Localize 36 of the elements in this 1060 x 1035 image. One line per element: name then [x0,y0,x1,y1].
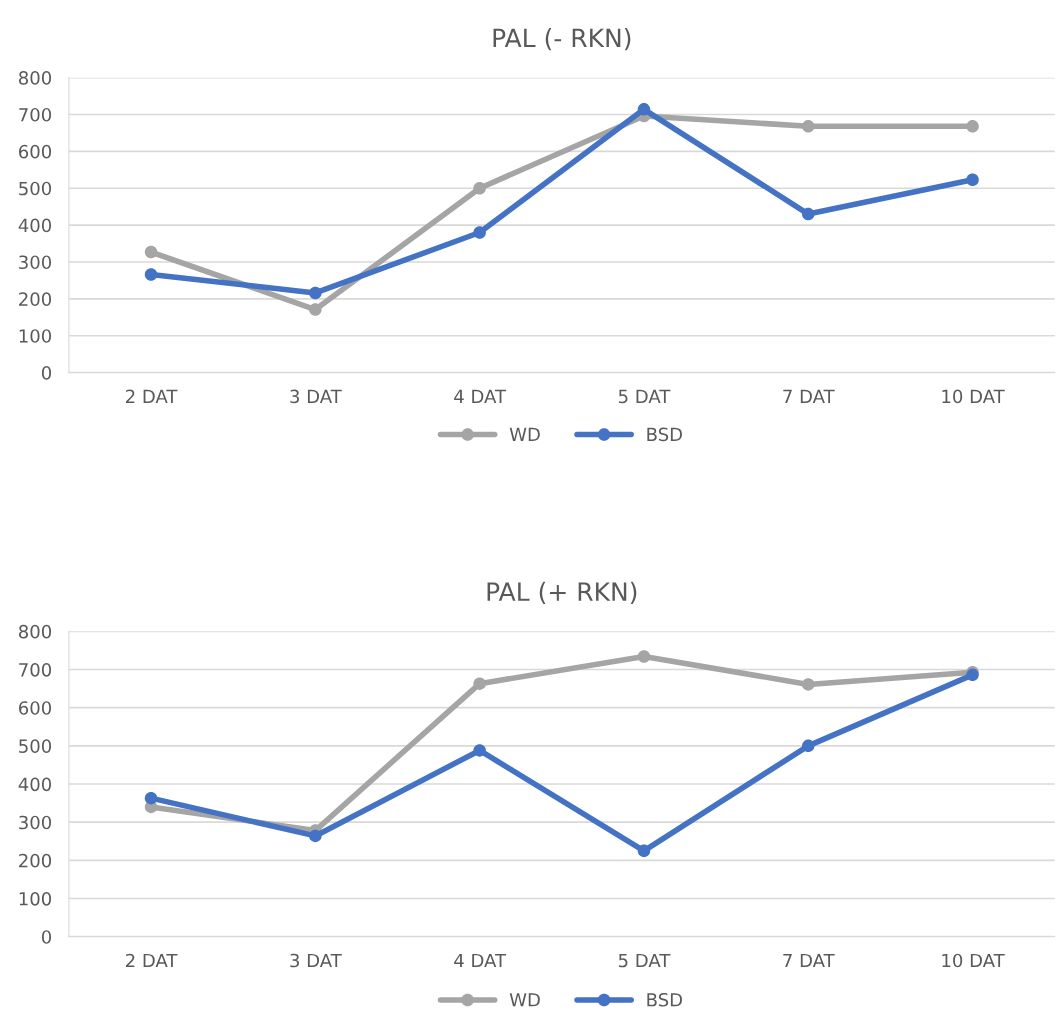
y-tick-label: 400 [18,218,52,233]
y-tick-label: 300 [19,815,52,830]
chart-title: PAL (+ RKN) [487,581,637,605]
x-tick-label: 3 DAT [290,389,342,404]
y-tick-label: 700 [19,107,52,122]
legend-label: WD [509,427,540,441]
x-tick-label: 7 DAT [783,389,835,403]
x-tick-label: 3 DAT [290,953,342,968]
y-tick-label: 500 [19,739,52,753]
y-tick-label: 300 [19,255,52,270]
y-tick-label: 100 [19,329,52,343]
y-tick-label: 200 [19,853,52,868]
legend-label: BSD [647,427,682,442]
legend-label: BSD [647,992,682,1007]
y-tick-label: 800 [18,71,52,85]
chart-title: PAL (- RKN) [493,28,631,51]
y-tick-label: 200 [19,292,52,306]
y-tick-label: 700 [19,662,52,677]
y-tick-label: 100 [19,891,52,906]
x-tick-label: 4 DAT [454,389,507,403]
x-tick-label: 5 DAT [618,953,671,968]
y-tick-label: 600 [19,144,52,159]
x-tick-label: 10 DAT [942,953,1005,968]
x-tick-label: 2 DAT [125,953,178,968]
x-tick-label: 7 DAT [783,953,835,968]
x-tick-label: 2 DAT [125,389,178,403]
y-tick-label: 0 [41,366,52,380]
y-tick-label: 0 [41,930,52,944]
x-tick-label: 4 DAT [454,953,507,968]
x-tick-label: 5 DAT [618,389,671,404]
y-tick-label: 800 [18,624,52,639]
legend-label: WD [509,993,540,1007]
y-tick-label: 500 [19,181,52,196]
x-tick-label: 10 DAT [942,389,1005,404]
y-tick-label: 600 [19,701,52,715]
y-tick-label: 400 [18,777,52,792]
